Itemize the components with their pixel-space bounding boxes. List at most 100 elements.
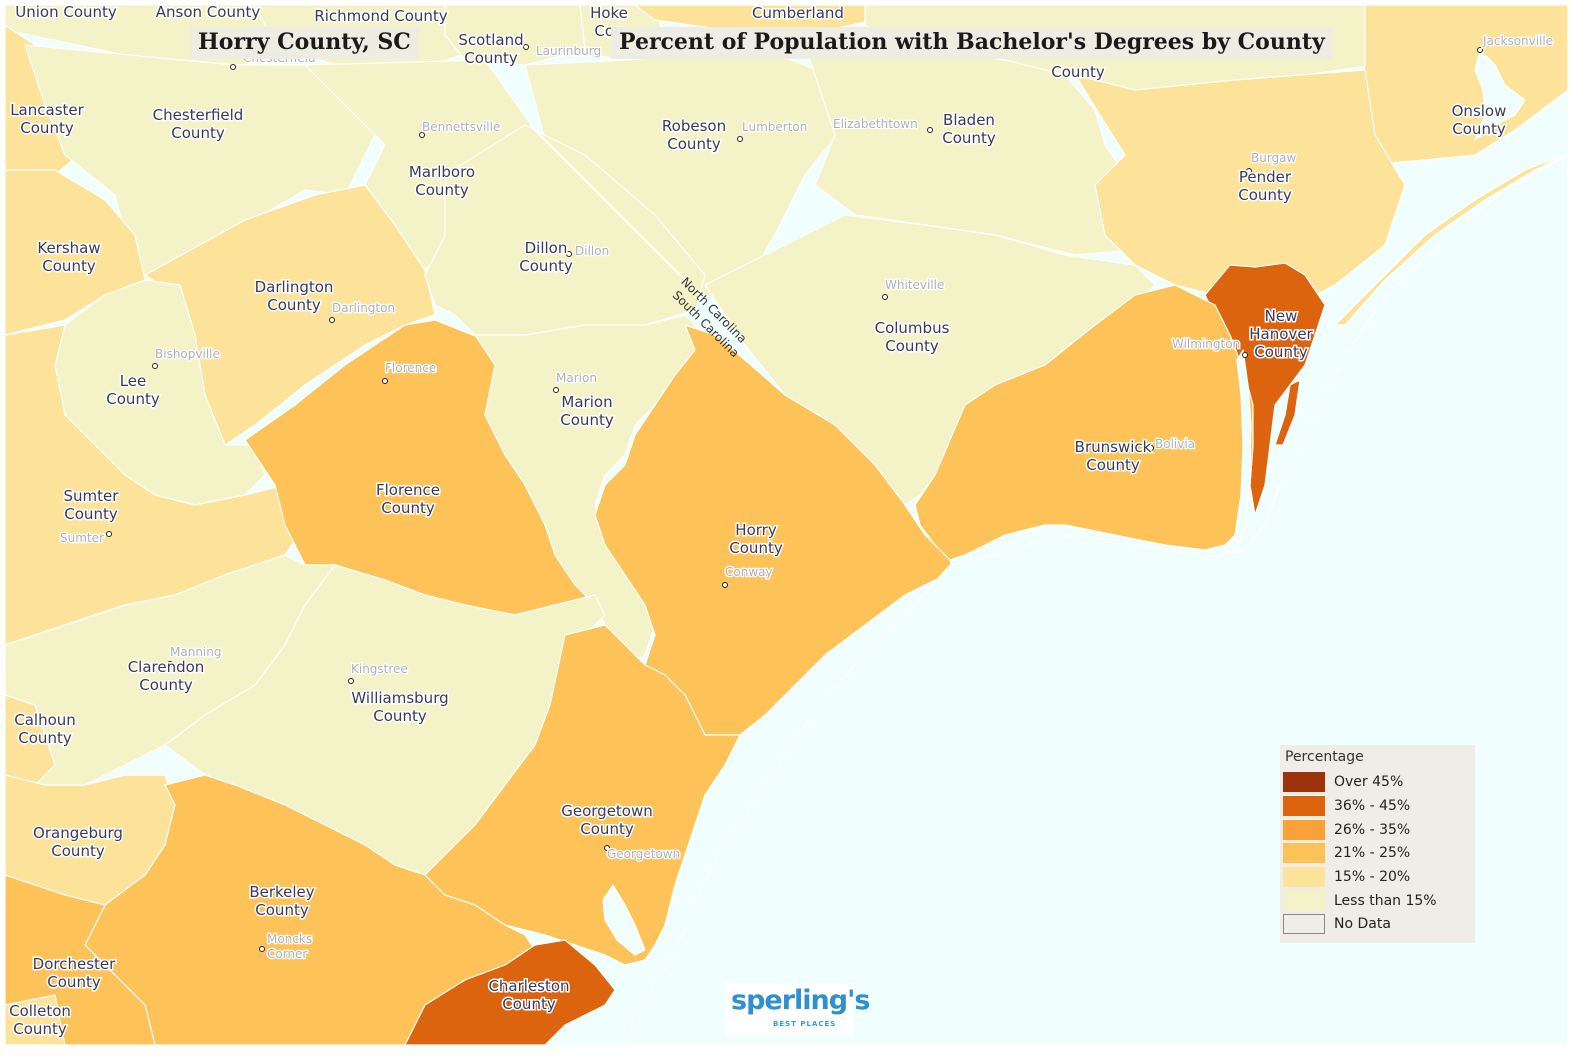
city-label-dillon_town: Dillon bbox=[575, 244, 609, 258]
city-marker-burgaw bbox=[1246, 168, 1252, 174]
county-label-hoke: Hoke Cou bbox=[590, 5, 628, 40]
legend-swatch bbox=[1283, 796, 1325, 816]
county-label-darlington: Darlington County bbox=[255, 278, 334, 314]
county-label-bladen: Bladen County bbox=[942, 111, 996, 147]
legend-swatch bbox=[1283, 843, 1325, 863]
city-label-conway: Conway bbox=[725, 565, 773, 579]
legend-title: Percentage bbox=[1285, 749, 1364, 765]
county-label-horry: Horry County bbox=[729, 521, 783, 557]
city-label-elizabethtown: Elizabethtown bbox=[833, 117, 918, 131]
city-marker-elizabethtown bbox=[927, 127, 933, 133]
city-label-jacksonville: Jacksonville bbox=[1482, 34, 1553, 48]
city-marker-lumberton bbox=[737, 136, 743, 142]
logo-wordmark: sperling's bbox=[731, 985, 870, 1016]
city-marker-sumter_town bbox=[106, 531, 112, 537]
county-label-sampson: County bbox=[1051, 63, 1105, 81]
city-label-florence_town: Florence bbox=[385, 361, 436, 375]
county-label-newhanover: New Hanover County bbox=[1249, 307, 1313, 361]
winyah-bay bbox=[602, 884, 646, 956]
county-label-florence: Florence County bbox=[376, 481, 440, 517]
city-marker-florence_town bbox=[382, 378, 388, 384]
city-marker-jacksonville bbox=[1477, 47, 1483, 53]
county-label-marlboro: Marlboro County bbox=[409, 163, 475, 199]
city-marker-manning bbox=[167, 661, 173, 667]
city-marker-bennettsville bbox=[419, 132, 425, 138]
county-label-sumter: Sumter County bbox=[64, 487, 120, 523]
county-label-onslow: Onslow County bbox=[1452, 102, 1507, 138]
legend-label: 36% - 45% bbox=[1334, 798, 1411, 814]
legend-swatch bbox=[1283, 772, 1325, 792]
county-label-lee: Lee County bbox=[106, 372, 160, 408]
county-label-calhoun: Calhoun County bbox=[14, 711, 76, 747]
county-label-williamsburg: Williamsburg County bbox=[351, 689, 448, 725]
county-label-richmond: Richmond County bbox=[314, 7, 447, 25]
city-label-bishopville: Bishopville bbox=[155, 347, 220, 361]
county-label-chesterfield: Chesterfield County bbox=[153, 106, 244, 142]
city-label-georgetown_town: Georgetown bbox=[607, 847, 680, 861]
county-label-dorchester: Dorchester County bbox=[33, 955, 116, 991]
county-area-calhoun bbox=[5, 694, 56, 796]
county-label-union: Union County bbox=[15, 5, 117, 21]
county-label-marion: Marion County bbox=[560, 393, 614, 429]
city-marker-dillon_town bbox=[566, 251, 572, 257]
city-label-bennettsville: Bennettsville bbox=[422, 120, 500, 134]
city-label-whiteville: Whiteville bbox=[885, 278, 944, 292]
city-marker-bolivia bbox=[1148, 445, 1154, 451]
city-marker-bishopville bbox=[152, 363, 158, 369]
new-river-inlet bbox=[1474, 49, 1526, 141]
city-label-bolivia: Bolivia bbox=[1155, 437, 1195, 451]
city-marker-georgetown_town bbox=[604, 845, 610, 851]
county-label-georgetown: Georgetown County bbox=[561, 802, 653, 838]
county-label-columbus: Columbus County bbox=[875, 319, 950, 355]
cape-fear-estuary bbox=[1222, 349, 1252, 554]
city-marker-moncks_corner bbox=[259, 946, 265, 952]
city-label-lumberton: Lumberton bbox=[742, 120, 807, 134]
county-label-colleton: Colleton County bbox=[9, 1002, 71, 1038]
legend-label: No Data bbox=[1334, 916, 1391, 932]
city-label-burgaw: Burgaw bbox=[1251, 151, 1297, 165]
city-marker-marion_town bbox=[553, 387, 559, 393]
legend-label: 21% - 25% bbox=[1334, 845, 1411, 861]
legend: Percentage Over 45% 36% - 45% 26% - 35% … bbox=[1280, 745, 1475, 943]
county-label-berkeley: Berkeley County bbox=[249, 883, 314, 919]
city-marker-darlington_town bbox=[329, 317, 335, 323]
county-area-colleton bbox=[5, 994, 66, 1045]
city-label-sumter_town: Sumter bbox=[60, 531, 104, 545]
city-label-moncks_corner: Moncks Corner bbox=[267, 932, 312, 961]
legend-swatch bbox=[1283, 867, 1325, 887]
city-marker-whiteville bbox=[882, 294, 888, 300]
county-label-pender: Pender County bbox=[1238, 168, 1292, 204]
city-label-darlington_town: Darlington bbox=[332, 301, 395, 315]
legend-label: 15% - 20% bbox=[1334, 869, 1411, 885]
legend-swatch bbox=[1283, 914, 1325, 934]
county-label-charleston: Charleston County bbox=[488, 977, 569, 1013]
city-marker-chesterfield_town bbox=[230, 64, 236, 70]
city-label-manning: Manning bbox=[170, 645, 221, 659]
county-area-georgetown bbox=[424, 624, 741, 966]
city-label-wilmington: Wilmington bbox=[1172, 337, 1240, 351]
county-label-brunswick: Brunswick County bbox=[1075, 438, 1152, 474]
county-area-brunswick bbox=[914, 284, 1254, 561]
city-marker-wilmington bbox=[1242, 352, 1248, 358]
sperlings-logo: sperling's BEST PLACES bbox=[725, 983, 870, 1035]
county-label-clarendon: Clarendon County bbox=[128, 658, 205, 694]
legend-swatch bbox=[1283, 891, 1325, 911]
city-marker-conway bbox=[722, 582, 728, 588]
map-title-location: Horry County, SC bbox=[190, 27, 419, 59]
county-area-charleston bbox=[404, 939, 616, 1045]
county-label-cumberland: Cumberland bbox=[752, 5, 844, 22]
county-label-dillon: Dillon County bbox=[519, 239, 573, 275]
logo-tagline: BEST PLACES bbox=[773, 1020, 837, 1028]
legend-label: Over 45% bbox=[1334, 774, 1404, 790]
county-label-orangeburg: Orangeburg County bbox=[33, 824, 123, 860]
county-label-scotland: Scotland County bbox=[458, 31, 523, 67]
legend-label: Less than 15% bbox=[1334, 893, 1437, 909]
legend-label: 26% - 35% bbox=[1334, 822, 1411, 838]
county-label-anson: Anson County bbox=[156, 5, 261, 21]
map-title: Percent of Population with Bachelor's De… bbox=[611, 27, 1333, 59]
county-label-kershaw: Kershaw County bbox=[37, 239, 100, 275]
legend-swatch bbox=[1283, 820, 1325, 840]
barrier-islands bbox=[1334, 154, 1566, 326]
city-label-kingstree: Kingstree bbox=[351, 662, 408, 676]
